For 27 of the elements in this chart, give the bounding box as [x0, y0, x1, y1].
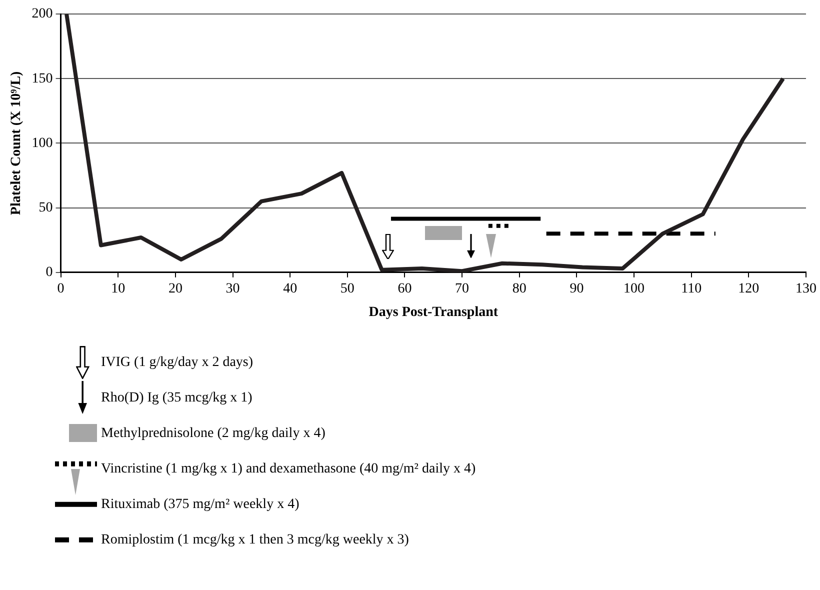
x-tick-label: 80 [512, 281, 526, 296]
text: Methylprednisolone (2 mg/kg daily x 4) [101, 426, 326, 442]
x-tick-label: 90 [570, 281, 584, 296]
y-axis-title: Platelet Count (X 10⁹/L) [9, 70, 24, 216]
x-tick-label: 120 [738, 281, 760, 296]
legend-label: Rituximab (375 mg/m² weekly x 4) [101, 497, 300, 512]
x-tick-label: 0 [57, 281, 64, 296]
x-tick-label: 70 [455, 281, 470, 296]
x-tick-label: 60 [398, 281, 412, 296]
x-axis-title: Days Post-Transplant [368, 305, 498, 320]
x-tick-label: 30 [226, 281, 240, 296]
legend-label: Romiplostim (1 mcg/kg x 1 then 3 mcg/kg weekly x 3) [101, 532, 410, 548]
x-tick-label: 10 [111, 281, 126, 296]
y-tick-label: 0 [46, 265, 53, 280]
y-tick-label: 200 [32, 6, 53, 22]
x-tick-label: 40 [283, 281, 298, 296]
y-tick-label: 100 [32, 136, 53, 151]
x-tick-label: 100 [624, 281, 645, 296]
text: Rho(D) Ig (35 mcg/kg x 1) [101, 390, 253, 406]
x-tick-label: 110 [681, 281, 702, 296]
x-tick-label: 20 [168, 281, 182, 296]
x-tick-label: 130 [796, 281, 816, 296]
legend-label: Vincristine (1 mg/kg x 1) and dexamethasone (40 mg/m² daily x 4) [101, 462, 476, 477]
y-tick-label: 50 [38, 200, 53, 216]
y-tick-label: 150 [32, 71, 53, 86]
text: IVIG (1 g/kg/day x 2 days) [101, 355, 254, 370]
x-tick-label: 50 [340, 281, 354, 296]
